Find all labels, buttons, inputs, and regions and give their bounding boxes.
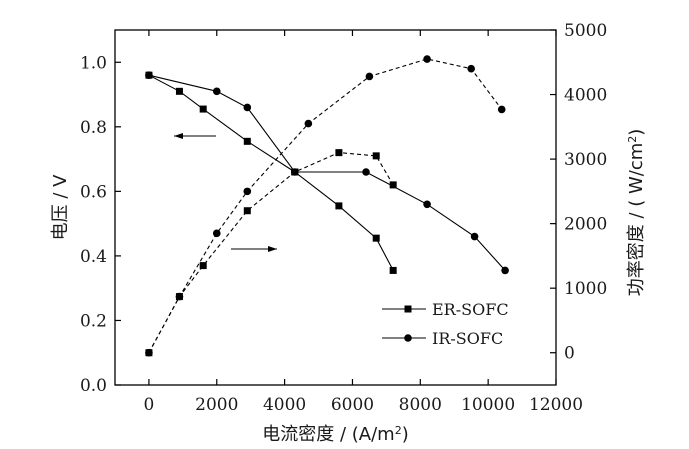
legend-marker-square: [404, 305, 412, 313]
x-axis-title-sup: 2: [395, 424, 402, 437]
y2-tick-label: 0: [564, 344, 575, 364]
y-tick-label: 0.0: [80, 376, 107, 396]
y2-tick-label: 3000: [564, 150, 607, 170]
axis-titles: 电流密度 / (A/m2) 电压 / V 功率密度 / ( W/cm2): [50, 129, 647, 445]
data-point-circle: [497, 105, 506, 114]
x-axis-title: 电流密度 / (A/m2): [262, 424, 408, 446]
data-point-circle: [212, 87, 221, 96]
y-tick-label: 1.0: [80, 53, 107, 73]
y2-axis-title-end: ): [626, 129, 647, 136]
arrow-left-icon-head: [174, 133, 183, 139]
series-line: [148, 152, 394, 353]
data-point-square: [335, 149, 343, 157]
arrow-right-icon-head: [268, 246, 277, 252]
data-point-circle: [470, 232, 479, 241]
series-line: [148, 74, 506, 271]
data-point-circle: [423, 200, 431, 209]
data-point-circle: [243, 103, 252, 112]
data-point-circle: [467, 64, 475, 73]
y-tick-label: 0.6: [80, 182, 107, 202]
legend-entry: IR-SOFC: [382, 329, 503, 348]
y-axis-title: 电压 / V: [50, 174, 71, 241]
series-ir-sofc-voltage: [145, 71, 509, 275]
y-tick-label: 0.4: [80, 247, 107, 267]
data-point-square: [372, 234, 380, 242]
legend-label: ER-SOFC: [432, 300, 509, 319]
data-point-square: [243, 207, 251, 215]
legend-entry: ER-SOFC: [382, 300, 509, 319]
y2-axis-title-main: 功率密度 / ( W/cm: [626, 143, 647, 297]
series-line: [148, 74, 394, 271]
y2-tick-label: 2000: [564, 215, 607, 235]
data-point-square: [199, 262, 207, 270]
data-point-square: [335, 202, 343, 210]
data-point-circle: [175, 292, 184, 301]
data-point-square: [243, 137, 251, 145]
series-ir-sofc-power: [145, 55, 506, 357]
axis-ticks: 0 2000 4000 6000 8000 10000 120000.00.20.40.60…: [80, 21, 607, 415]
y-tick-label: 0.8: [80, 118, 107, 138]
y2-tick-label: 5000: [564, 21, 607, 41]
data-point-circle: [304, 119, 313, 128]
plot-frame: [114, 29, 557, 386]
legend-label: IR-SOFC: [432, 329, 503, 348]
y-tick-label: 0.2: [80, 311, 107, 331]
axis-arrows: [174, 133, 277, 252]
series-er-sofc-voltage: [145, 71, 397, 274]
data-point-circle: [212, 229, 221, 238]
data-point-square: [175, 87, 183, 95]
y2-tick-label: 1000: [564, 279, 607, 299]
x-tick-label: 12000: [529, 395, 583, 415]
x-tick-label: 10000: [461, 395, 515, 415]
y2-axis-title: 功率密度 / ( W/cm2): [626, 129, 648, 297]
x-tick-label: 6000: [331, 395, 374, 415]
x-tick-label: 8000: [399, 395, 442, 415]
data-point-circle: [145, 348, 153, 357]
x-axis-title-main: 电流密度 / (A/m: [262, 424, 394, 445]
data-point-square: [389, 181, 397, 189]
data-point-circle: [243, 187, 252, 196]
legend-marker-circle: [404, 334, 412, 342]
y2-axis-title-sup: 2: [626, 136, 639, 143]
chart-marks: [145, 55, 509, 357]
data-point-circle: [145, 71, 153, 79]
x-tick-label: 0: [144, 395, 155, 415]
x-tick-label: 2000: [195, 395, 238, 415]
x-tick-label: 4000: [263, 395, 306, 415]
data-point-square: [372, 152, 380, 160]
data-point-circle: [365, 72, 374, 81]
data-point-circle: [362, 168, 370, 176]
data-point-circle: [423, 55, 431, 63]
data-point-square: [199, 105, 207, 113]
legend: ER-SOFC IR-SOFC: [382, 300, 509, 348]
series-er-sofc-power: [145, 149, 397, 357]
data-point-square: [291, 168, 299, 176]
data-point-square: [389, 266, 397, 274]
x-axis-title-end: ): [402, 424, 409, 445]
data-point-circle: [501, 266, 509, 275]
y2-tick-label: 4000: [564, 86, 607, 106]
